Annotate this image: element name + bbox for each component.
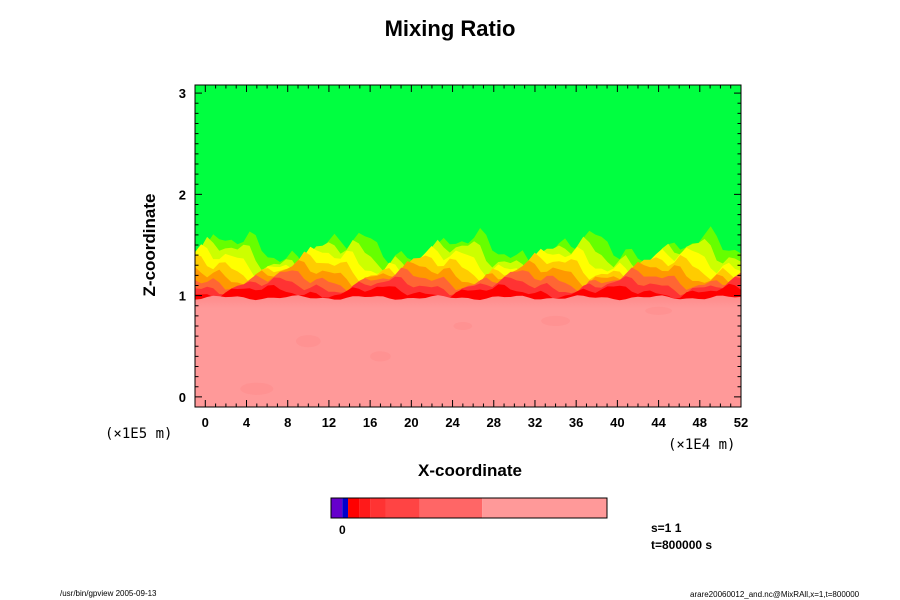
x-tick-label: 12 [322, 415, 336, 430]
colorbar-segment [370, 498, 386, 518]
chart-title: Mixing Ratio [384, 16, 516, 41]
x-tick-label: 8 [284, 415, 291, 430]
x-tick-label: 36 [569, 415, 583, 430]
y-tick-label: 2 [179, 187, 186, 202]
x-tick-label: 28 [487, 415, 501, 430]
colorbar-segment [419, 498, 483, 518]
colorbar-segment [348, 498, 360, 518]
colorbar-frame [330, 497, 608, 519]
y-tick-label: 3 [179, 86, 186, 101]
plot-area [195, 85, 741, 407]
x-scale-left: (×1E5 m) [105, 426, 173, 442]
x-tick-label: 40 [610, 415, 624, 430]
lower-layer-patch [453, 321, 473, 331]
colorbar-segment [385, 498, 420, 518]
lower-layer-patch [295, 335, 321, 348]
y-tick-label: 0 [179, 390, 186, 405]
lower-layer-patch [240, 382, 274, 395]
lower-layer-patch [541, 315, 570, 326]
step-annotation: s=1 1 [651, 521, 682, 535]
colorbar-label: 0 [339, 523, 346, 537]
x-tick-label: 32 [528, 415, 542, 430]
x-tick-label: 20 [404, 415, 418, 430]
x-tick-label: 48 [693, 415, 707, 430]
colorbar-segment [342, 498, 349, 518]
lower-layer-patch [370, 351, 391, 362]
x-tick-label: 4 [243, 415, 251, 430]
x-scale-right: (×1E4 m) [668, 437, 736, 453]
lower-layer-patch [645, 306, 672, 315]
x-tick-label: 0 [202, 415, 209, 430]
region-lower-layer [195, 295, 741, 407]
footer-right: arare20060012_and.nc@MixRAll,x=1,t=80000… [690, 590, 860, 599]
time-annotation: t=800000 s [651, 538, 713, 552]
colorbar-segment [331, 498, 343, 518]
colorbar-segment [482, 498, 607, 518]
colorbar-segment [359, 498, 371, 518]
y-tick-label: 1 [179, 289, 186, 304]
plot-frame [194, 84, 742, 408]
x-tick-label: 24 [445, 415, 460, 430]
x-axis-label: X-coordinate [418, 461, 522, 480]
colorbar [330, 497, 608, 519]
x-tick-label: 44 [651, 415, 666, 430]
footer-left: /usr/bin/gpview 2005-09-13 [60, 589, 157, 598]
x-tick-label: 16 [363, 415, 377, 430]
annotation-block: s=1 1 t=800000 s [651, 520, 712, 554]
x-tick-label: 52 [734, 415, 748, 430]
